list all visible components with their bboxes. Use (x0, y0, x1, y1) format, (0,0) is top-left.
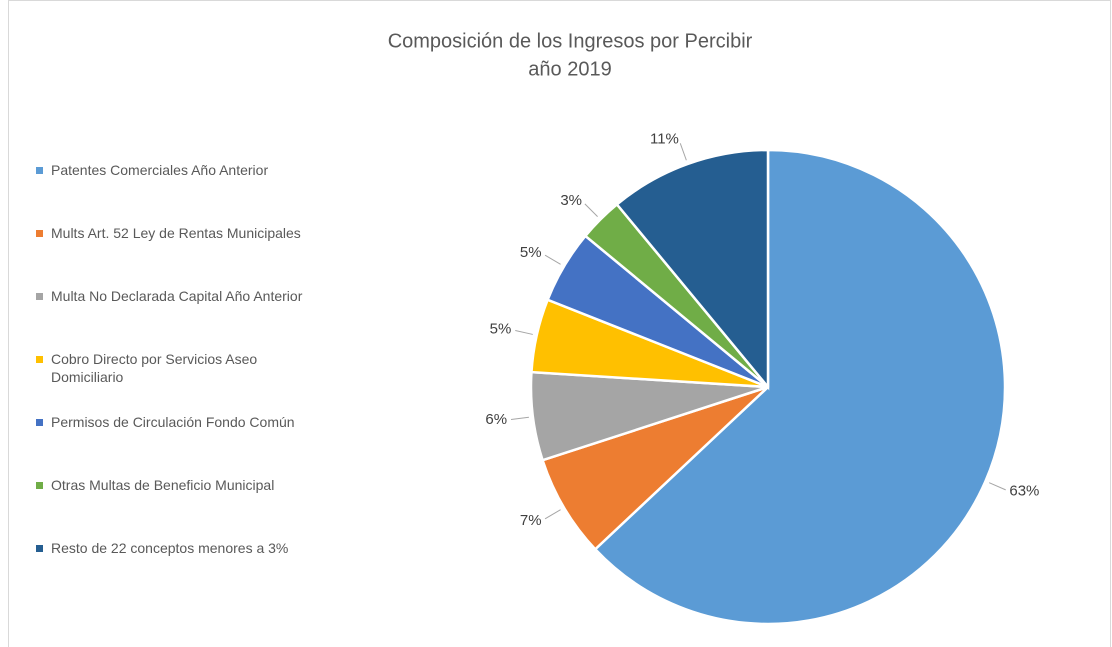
legend-label: Mults Art. 52 Ley de Rentas Municipales (51, 225, 301, 241)
legend-label: Resto de 22 conceptos menores a 3% (51, 540, 289, 556)
legend-label: Otras Multas de Beneficio Municipal (51, 477, 275, 493)
leader-line (544, 509, 561, 520)
legend-entry: Otras Multas de Beneficio Municipal (36, 476, 336, 494)
legend-label: Patentes Comerciales Año Anterior (51, 162, 269, 178)
legend-entry: Mults Art. 52 Ley de Rentas Municipales (36, 224, 336, 242)
legend-entry: Multa No Declarada Capital Año Anterior (36, 287, 336, 305)
legend-swatch (36, 230, 43, 237)
leader-line (679, 143, 687, 161)
leader-line (988, 482, 1006, 491)
legend-entry: Cobro Directo por Servicios Aseo Domicil… (36, 350, 336, 386)
legend-entry: Resto de 22 conceptos menores a 3% (36, 539, 336, 557)
legend-label: Cobro Directo por Servicios Aseo Domicil… (51, 351, 258, 385)
data-label: 5% (520, 244, 542, 261)
chart-title: Composición de los Ingresos por Percibir (388, 30, 753, 52)
legend-swatch (36, 545, 43, 552)
chart-frame (8, 0, 1111, 647)
leader-line (510, 416, 529, 420)
legend-swatch (36, 167, 43, 174)
pie-slice (593, 148, 1007, 626)
leader-line (544, 254, 561, 265)
data-label: 5% (490, 321, 512, 338)
legend-swatch (36, 482, 43, 489)
data-label: 6% (485, 411, 507, 428)
data-label: 3% (560, 192, 582, 209)
leader-line (584, 203, 598, 217)
legend-swatch (36, 293, 43, 300)
pie-slice (615, 148, 770, 391)
legend-entry: Permisos de Circulación Fondo Común (36, 413, 336, 431)
pie-slice (541, 385, 769, 552)
data-label: 63% (1009, 482, 1039, 499)
legend-swatch (36, 419, 43, 426)
data-label: 11% (650, 131, 679, 148)
legend-label: Permisos de Circulación Fondo Común (51, 414, 295, 430)
legend-entry: Patentes Comerciales Año Anterior (36, 161, 336, 179)
chart-subtitle: año 2019 (528, 58, 611, 80)
legend-label: Multa No Declarada Capital Año Anterior (51, 288, 303, 304)
legend-swatch (36, 356, 43, 363)
leader-line (515, 330, 533, 335)
data-label: 7% (520, 512, 542, 529)
